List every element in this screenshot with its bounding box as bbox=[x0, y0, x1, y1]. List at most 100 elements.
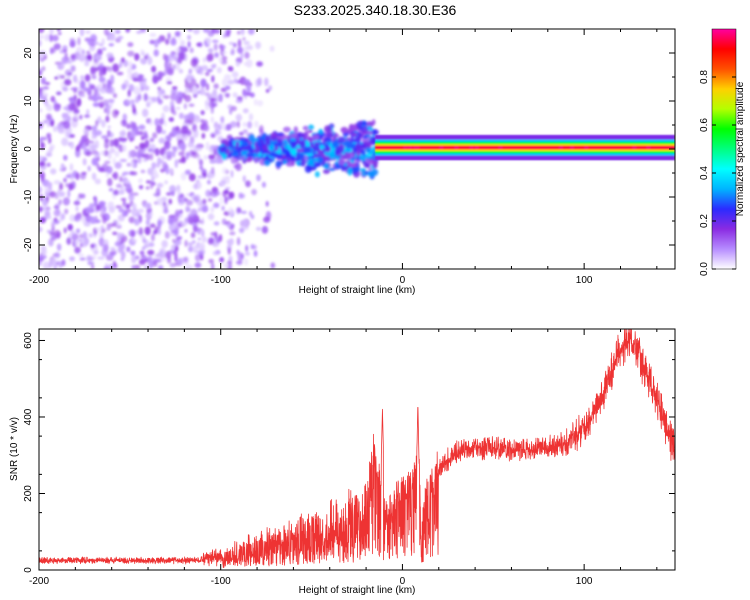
spectrogram-cell bbox=[185, 199, 193, 206]
spectrogram-cell bbox=[266, 140, 271, 146]
spectrogram-cell bbox=[187, 112, 195, 120]
spectrogram-cell bbox=[193, 195, 200, 203]
spectrogram-cell bbox=[43, 119, 48, 124]
spectrogram-cell bbox=[122, 113, 128, 121]
spectrogram-cell bbox=[76, 46, 83, 54]
spectrogram-cell bbox=[83, 128, 90, 135]
spectrogram-cell bbox=[219, 257, 225, 263]
spectrogram-cell bbox=[296, 147, 304, 153]
spectrogram-cell bbox=[188, 103, 195, 107]
spectrogram-cell bbox=[238, 131, 244, 136]
spectrogram-cell bbox=[314, 171, 320, 178]
spectrogram-cell bbox=[118, 208, 125, 213]
spectrogram-cell bbox=[50, 258, 57, 267]
spectrogram-cell bbox=[154, 258, 161, 263]
spectrogram-cell bbox=[157, 37, 161, 44]
spectrogram-cell bbox=[213, 83, 219, 89]
spectrogram-cell bbox=[206, 37, 211, 46]
spectrogram-cell bbox=[164, 251, 172, 259]
spectrogram-cell bbox=[322, 169, 330, 174]
spectrogram-cell bbox=[140, 49, 145, 55]
spectrogram-cell bbox=[132, 77, 139, 82]
spectrogram-cell bbox=[93, 88, 98, 96]
spectrogram-cell bbox=[164, 231, 170, 239]
spectrogram-cell bbox=[53, 180, 61, 185]
spectrogram-cell bbox=[73, 94, 77, 102]
spectrogram-cell bbox=[122, 119, 126, 124]
spectrogram-cell bbox=[157, 228, 161, 235]
spectrogram-cell bbox=[221, 205, 225, 211]
spectrogram-cell bbox=[102, 66, 107, 75]
spectrogram-cell bbox=[137, 148, 144, 157]
spectrogram-cell bbox=[122, 171, 130, 175]
spectrogram-cell bbox=[207, 213, 215, 221]
spectrogram-cell bbox=[91, 157, 99, 166]
spectrogram-cell bbox=[91, 125, 98, 132]
spectrogram-cell bbox=[151, 162, 157, 170]
spectrogram-cell bbox=[144, 139, 150, 149]
spectrogram-cell bbox=[187, 40, 191, 48]
spectrogram-cell bbox=[175, 209, 180, 217]
spectrogram-cell bbox=[210, 92, 218, 98]
spectrogram-cell bbox=[245, 180, 251, 188]
spectrogram-cell bbox=[173, 94, 180, 102]
spectrogram-cell bbox=[120, 257, 125, 261]
colorbar-label: Normalized spectral amplitude bbox=[735, 81, 746, 216]
spectrogram-cell bbox=[210, 262, 215, 269]
spectrogram-cell bbox=[235, 261, 243, 265]
spectrogram-cell bbox=[39, 39, 42, 47]
spectrogram-cell bbox=[163, 205, 169, 214]
spectrogram-cell bbox=[216, 66, 222, 74]
spectrogram-cell bbox=[59, 215, 63, 223]
spectrogram-cell bbox=[39, 186, 43, 194]
spectrogram-cell bbox=[250, 214, 255, 220]
spectrogram-cell bbox=[75, 205, 79, 212]
spectrogram-cell bbox=[68, 97, 73, 101]
spectrogram-cell bbox=[97, 48, 103, 56]
spectrogram-cell bbox=[180, 39, 186, 47]
spectrogram-cell bbox=[307, 124, 315, 130]
spectrogram-cell bbox=[93, 250, 99, 255]
spectrogram-cell bbox=[192, 86, 198, 95]
spectrogram-cell bbox=[39, 54, 43, 62]
spectrogram-cell bbox=[305, 153, 314, 157]
spectrogram-cell bbox=[218, 93, 223, 103]
spectrogram-cell bbox=[45, 152, 53, 157]
spectrogram-cell bbox=[295, 156, 300, 162]
spectrogram-cell bbox=[92, 102, 101, 107]
spectrogram-cell bbox=[174, 239, 182, 246]
spectrogram-cell bbox=[79, 80, 86, 90]
spectrogram-cell bbox=[233, 136, 242, 141]
spectrogram-cell bbox=[62, 197, 70, 206]
spectrogram-cell bbox=[185, 151, 190, 160]
spectrogram-cell bbox=[199, 86, 206, 96]
spectrogram-cell bbox=[360, 168, 366, 173]
spectrogram-cell bbox=[75, 228, 81, 234]
spectrogram-cell bbox=[225, 186, 231, 191]
spectrogram-cell bbox=[283, 144, 289, 149]
spectrogram-cell bbox=[106, 226, 111, 231]
spectrogram-cell bbox=[44, 36, 50, 42]
spectrogram-cell bbox=[184, 119, 191, 124]
spectrogram-cell bbox=[193, 29, 200, 35]
spectrogram-cell bbox=[49, 191, 56, 198]
spectrogram-cell bbox=[191, 213, 198, 221]
spectrogram-cell bbox=[194, 262, 202, 269]
spectrogram-cell bbox=[102, 216, 107, 224]
spectrogram-cell bbox=[101, 249, 109, 257]
spectrogram-cell bbox=[171, 36, 176, 42]
spectrogram-cell bbox=[82, 158, 87, 166]
spectrogram-cell bbox=[329, 150, 336, 160]
spectrogram-cell bbox=[231, 71, 239, 78]
spectrogram-cell bbox=[350, 157, 355, 161]
spectrogram-cell bbox=[90, 65, 97, 74]
spectrogram-cell bbox=[127, 50, 135, 57]
spectrogram-cell bbox=[268, 85, 273, 91]
spectrogram-cell bbox=[138, 184, 144, 190]
spectrogram-cell bbox=[90, 264, 95, 269]
spectrogram-cell bbox=[243, 146, 251, 150]
spectrogram-cell bbox=[244, 79, 251, 84]
spectrogram-peak bbox=[474, 146, 480, 149]
spectrogram-cell bbox=[140, 169, 146, 174]
